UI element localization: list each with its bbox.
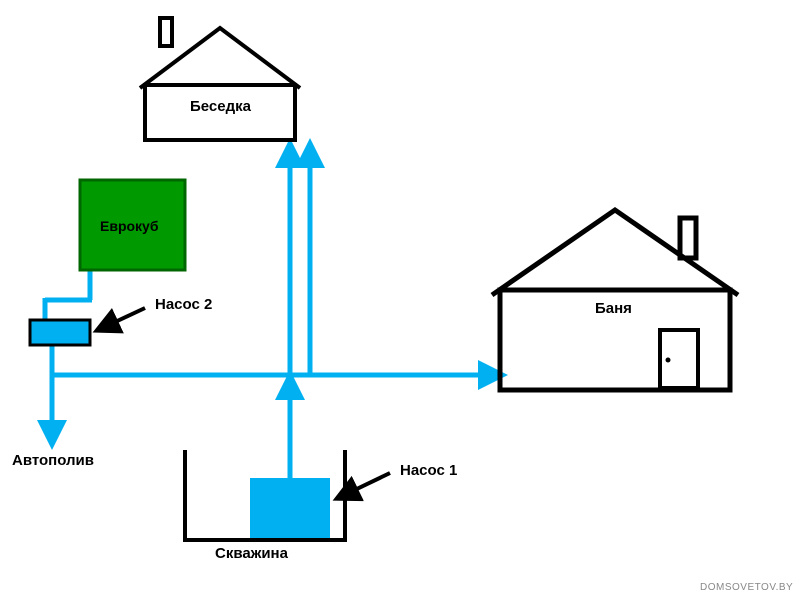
well-label: Скважина bbox=[215, 545, 288, 562]
pump2-shape bbox=[30, 320, 90, 345]
pump1-shape bbox=[250, 478, 330, 538]
autowater-label: Автополив bbox=[12, 452, 94, 469]
gazebo-label: Беседка bbox=[190, 98, 251, 115]
pump2-arrow bbox=[98, 308, 145, 330]
bathhouse-label: Баня bbox=[595, 300, 632, 317]
gazebo-shape bbox=[140, 18, 300, 140]
watermark: DOMSOVETOV.BY bbox=[700, 582, 793, 593]
diagram-canvas bbox=[0, 0, 793, 596]
pump2-label: Насос 2 bbox=[155, 296, 212, 313]
eurocube-label: Еврокуб bbox=[100, 218, 159, 234]
pump1-label: Насос 1 bbox=[400, 462, 457, 479]
